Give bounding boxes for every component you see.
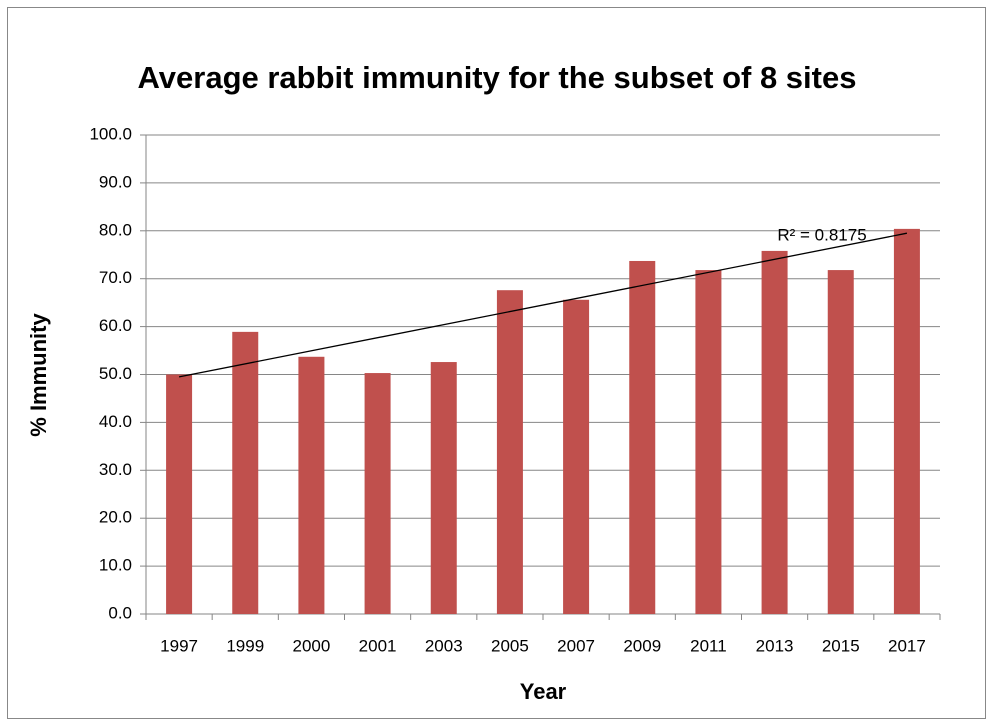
y-tick-label: 80.0 [99,220,132,239]
y-tick-label: 30.0 [99,460,132,479]
y-axis-label: % Immunity [26,313,51,437]
bar [166,374,193,614]
y-tick-label: 50.0 [99,364,132,383]
x-tick-label: 2017 [888,636,926,655]
x-tick-label: 2005 [491,636,529,655]
trendline-label: R² = 0.8175 [777,225,866,244]
bar [629,260,656,614]
bar [364,373,391,614]
bar [430,362,457,614]
x-tick-label: 2007 [557,636,595,655]
x-axis-label: Year [520,679,567,704]
bar [496,290,523,614]
x-tick-label: 2011 [690,636,727,655]
y-tick-label: 10.0 [99,556,132,575]
x-tick-label: 1997 [160,636,198,655]
x-tick-label: 2001 [359,636,397,655]
y-tick-label: 70.0 [99,268,132,287]
x-tick-label: 1999 [226,636,264,655]
bar [827,270,854,614]
bar [893,228,920,614]
trendline [178,232,908,378]
x-tick-label: 2000 [293,636,331,655]
x-tick-label: 2003 [425,636,463,655]
x-tick-label: 2015 [822,636,860,655]
bar [298,356,325,614]
x-tick-label: 2009 [623,636,661,655]
y-tick-label: 90.0 [99,172,132,191]
bar [232,331,259,614]
bar [563,299,590,614]
x-tick-label: 2013 [756,636,794,655]
y-tick-label: 0.0 [108,603,132,622]
y-tick-label: 100.0 [89,124,132,143]
y-tick-label: 20.0 [99,508,132,527]
bar [761,250,788,614]
bar [695,270,722,614]
y-tick-label: 60.0 [99,316,132,335]
chart-title: Average rabbit immunity for the subset o… [137,60,857,95]
y-tick-label: 40.0 [99,412,132,431]
